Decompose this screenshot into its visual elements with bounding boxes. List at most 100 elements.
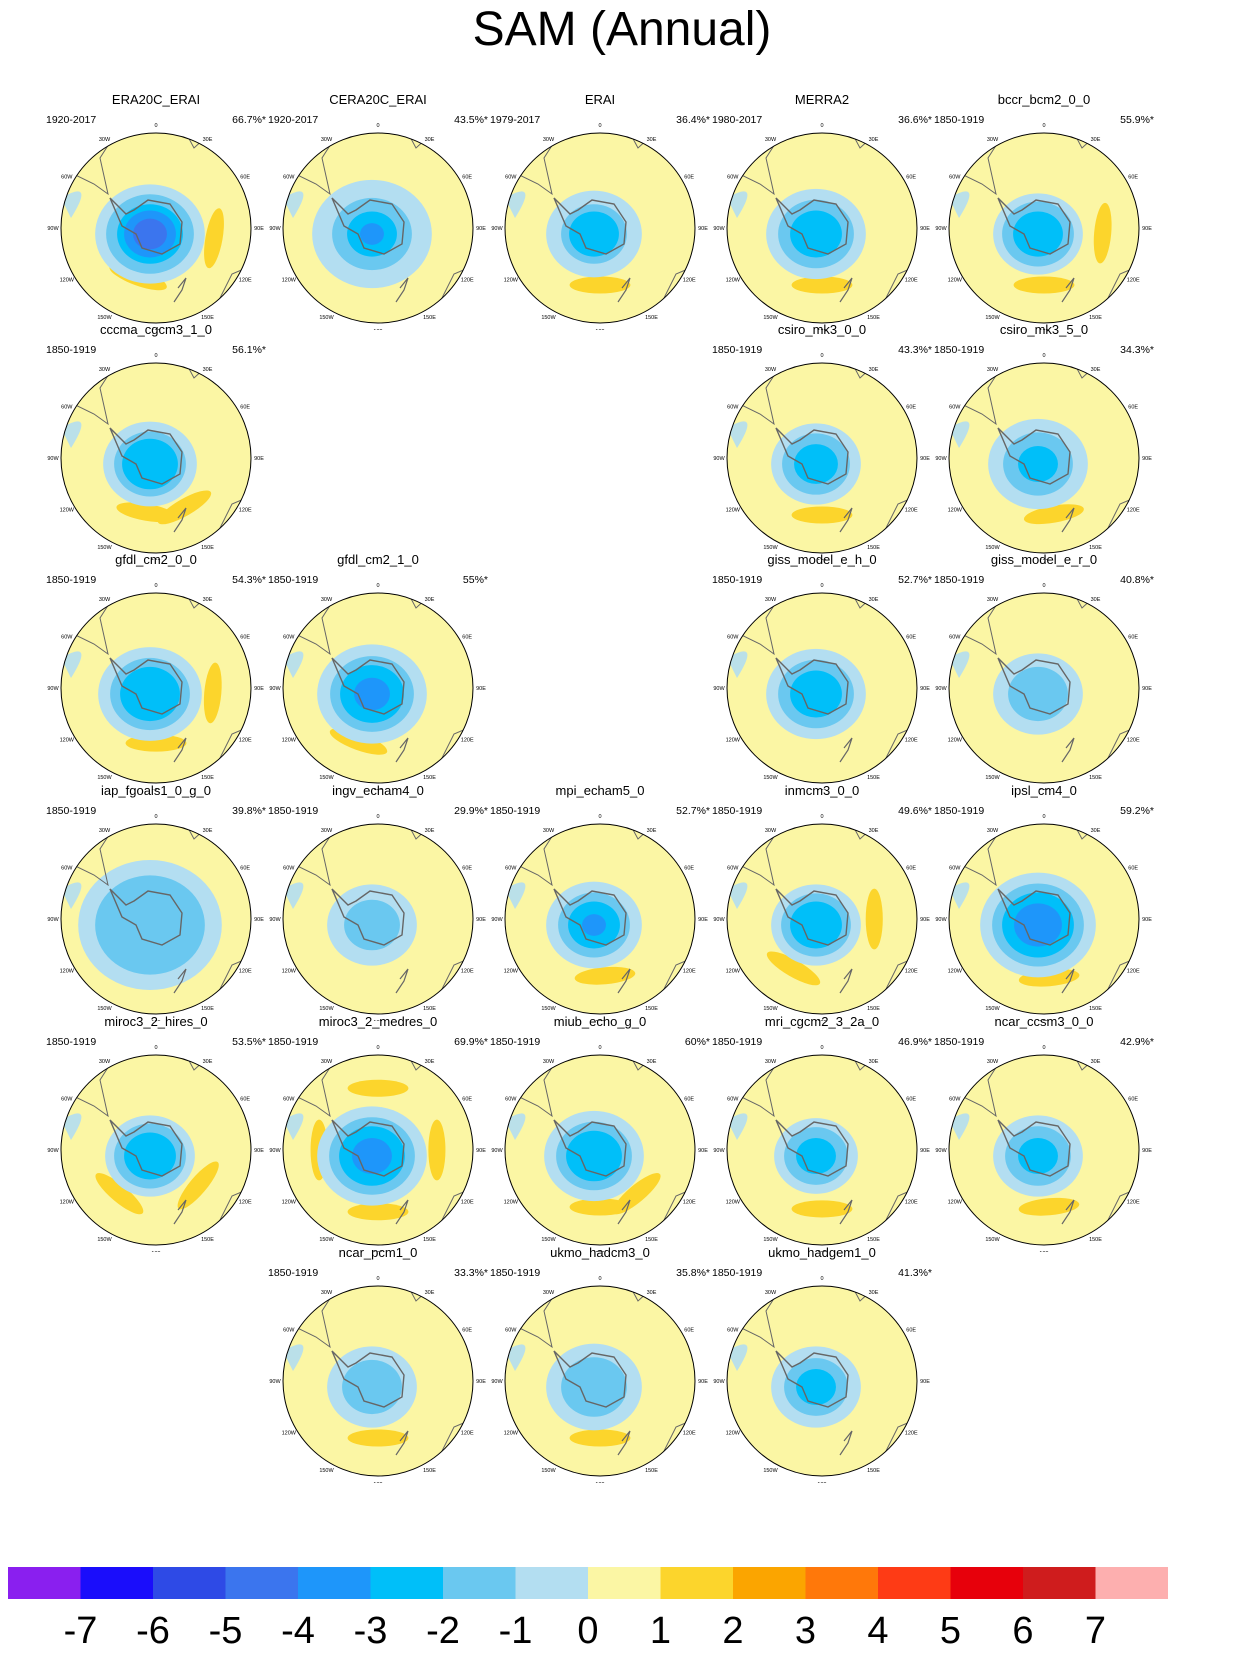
panel-variance-pct: 52.7%* <box>676 805 710 817</box>
longitude-label: 30E <box>647 828 657 834</box>
longitude-label: 150W <box>97 1237 112 1243</box>
longitude-label: 60W <box>505 1097 517 1103</box>
longitude-label: 120W <box>948 738 963 744</box>
panel-period: 1850-1919 <box>46 1036 97 1048</box>
longitude-label: 0 <box>376 1276 379 1282</box>
longitude-label: 0 <box>1042 814 1045 820</box>
longitude-label: 120W <box>726 278 741 284</box>
negative-anomaly-contour <box>790 901 842 949</box>
panel-period: 1850-1919 <box>712 1036 763 1048</box>
map-panel: 0 30E 60E 90E 120E 150E 180 150W 120W 90W 60W 30W CE… <box>262 92 494 330</box>
panel-name: inmcm3_0_0 <box>784 783 860 798</box>
map-panel: 0 30E 60E 90E 120E 150E 180 150W 120W 90W 60W 30W gf… <box>40 552 272 790</box>
longitude-label: 120E <box>461 278 474 284</box>
panel-variance-pct: 54.3%* <box>232 574 266 586</box>
map-boundary-ring <box>726 592 918 784</box>
panel-variance-pct: 59.2%* <box>1120 805 1154 817</box>
colorbar-swatch <box>660 1567 734 1599</box>
positive-anomaly <box>569 1429 631 1447</box>
panel-name: ERAI <box>584 92 616 107</box>
longitude-label: 120E <box>1127 508 1140 514</box>
longitude-label: 30W <box>765 597 777 603</box>
panel-variance-pct: 39.8%* <box>232 805 266 817</box>
longitude-label: 90E <box>1142 226 1152 232</box>
longitude-label: 60E <box>240 405 250 411</box>
longitude-label: 150E <box>1089 315 1102 321</box>
colorbar-tick-label: 1 <box>649 1610 672 1652</box>
longitude-label: 120E <box>461 969 474 975</box>
map-panel: 0 30E 60E 90E 120E 150E 180 150W 120W 90W 60W 30W bc… <box>928 92 1160 330</box>
panel-variance-pct: 33.3%* <box>454 1267 488 1279</box>
panel-period: 1850-1919 <box>46 805 97 817</box>
longitude-label: 60W <box>61 866 73 872</box>
longitude-label: 30E <box>203 828 213 834</box>
longitude-label: 120E <box>905 738 918 744</box>
map-panel: 0 30E 60E 90E 120E 150E 180 150W 120W 90W 60W 30W nc… <box>928 1014 1160 1252</box>
longitude-label: 30W <box>987 137 999 143</box>
panel-name: csiro_mk3_0_0 <box>777 322 867 337</box>
positive-anomaly <box>766 951 821 986</box>
colorbar-labels: -7 -6 -5 -4 -3 -2 -1 0 1 2 3 4 5 6 7 <box>0 1610 1244 1660</box>
panel-name: miroc3_2_hires_0 <box>104 1014 208 1029</box>
longitude-label: 90E <box>254 686 264 692</box>
longitude-label: 30E <box>647 1290 657 1296</box>
longitude-label: 30W <box>987 597 999 603</box>
longitude-label: 120W <box>726 969 741 975</box>
colorbar-tick-label: -2 <box>426 1610 460 1652</box>
longitude-label: 90E <box>920 917 930 923</box>
longitude-label: 180 <box>595 1020 604 1021</box>
longitude-label: 60E <box>906 405 916 411</box>
longitude-label: 30E <box>203 597 213 603</box>
panel-period: 1850-1919 <box>712 344 763 356</box>
new-zealand-outline <box>617 277 631 303</box>
longitude-label: 120E <box>1127 969 1140 975</box>
new-zealand-outline <box>395 737 409 763</box>
longitude-label: 90W <box>269 1379 281 1385</box>
longitude-label: 30E <box>425 828 435 834</box>
panel-name: bccr_bcm2_0_0 <box>997 92 1091 107</box>
longitude-label: 120W <box>60 738 75 744</box>
south-america-outline <box>505 133 561 196</box>
map-boundary-ring <box>726 132 918 324</box>
map-boundary-ring <box>726 1285 918 1477</box>
longitude-label: 90E <box>920 1148 930 1154</box>
panel-name: ERA20C_ERAI <box>111 92 201 107</box>
longitude-label: 0 <box>820 1045 823 1051</box>
map-boundary-ring <box>726 362 918 554</box>
longitude-label: 150E <box>645 1006 658 1012</box>
map-boundary-ring <box>60 362 252 554</box>
new-zealand-outline <box>839 737 853 763</box>
longitude-label: 150W <box>97 775 112 781</box>
polar-map: 0 30E 60E 90E 120E 150E 180 150W 120W 90W 60W 30W <box>269 123 486 330</box>
longitude-label: 180 <box>1039 559 1048 560</box>
map-panel: 0 30E 60E 90E 120E 150E 180 150W 120W 90W 60W 30W gf… <box>262 552 494 790</box>
panel-variance-pct: 35.8%* <box>676 1267 710 1279</box>
south-america-outline <box>61 363 117 426</box>
longitude-label: 90W <box>713 226 725 232</box>
positive-anomaly <box>791 276 853 294</box>
colorbar-tick-label: -5 <box>208 1610 243 1652</box>
longitude-label: 180 <box>817 789 826 790</box>
map-panel: 0 30E 60E 90E 120E 150E 180 150W 120W 90W 60W 30W in… <box>262 783 494 1021</box>
longitude-label: 60W <box>61 635 73 641</box>
polar-map: 0 30E 60E 90E 120E 150E 180 150W 120W 90W 60W 30W <box>935 814 1152 1021</box>
longitude-label: 30E <box>425 1059 435 1065</box>
map-panel: 0 30E 60E 90E 120E 150E 180 150W 120W 90W 60W 30W ia… <box>40 783 272 1021</box>
longitude-label: 60W <box>727 1097 739 1103</box>
longitude-label: 120E <box>683 969 696 975</box>
longitude-label: 90W <box>269 686 281 692</box>
panel-name: gfdl_cm2_0_0 <box>115 552 197 567</box>
antarctica-outline <box>775 888 849 946</box>
longitude-label: 180 <box>1039 1020 1048 1021</box>
polar-map: 0 30E 60E 90E 120E 150E 180 150W 120W 90W 60W 30W <box>491 1276 708 1483</box>
map-boundary-ring <box>948 132 1140 324</box>
longitude-label: 150W <box>763 315 778 321</box>
panel-period: 1850-1919 <box>268 574 319 586</box>
longitude-label: 60E <box>906 866 916 872</box>
longitude-label: 60W <box>61 1097 73 1103</box>
map-panel: 0 30E 60E 90E 120E 150E 180 150W 120W 90W 60W 30W ER… <box>484 92 716 330</box>
longitude-label: 30E <box>647 1059 657 1065</box>
longitude-label: 0 <box>1042 583 1045 589</box>
new-zealand-outline <box>1061 968 1075 994</box>
panel-variance-pct: 49.6%* <box>898 805 932 817</box>
